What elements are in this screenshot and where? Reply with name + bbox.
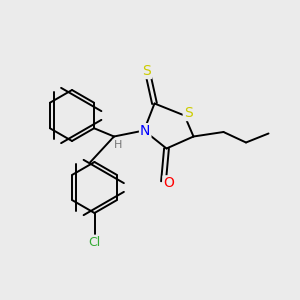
Text: S: S xyxy=(142,64,151,78)
Text: S: S xyxy=(184,106,193,120)
Text: H: H xyxy=(113,140,122,150)
Text: O: O xyxy=(164,176,174,190)
Text: N: N xyxy=(140,124,150,138)
Text: Cl: Cl xyxy=(88,236,101,249)
